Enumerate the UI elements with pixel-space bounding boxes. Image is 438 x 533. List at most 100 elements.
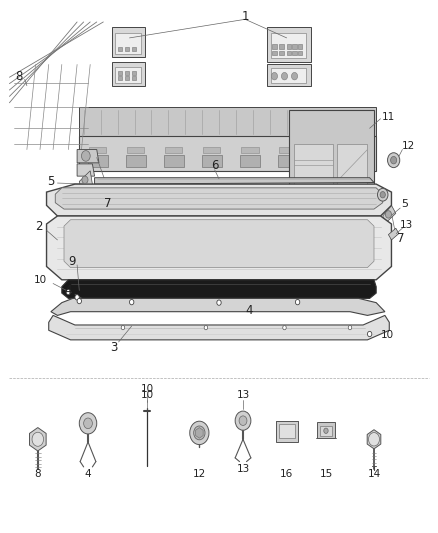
FancyBboxPatch shape [241,147,258,154]
Circle shape [130,300,134,305]
Polygon shape [196,427,203,438]
FancyBboxPatch shape [354,155,374,167]
Text: 10: 10 [141,384,154,394]
Text: 11: 11 [382,111,395,122]
Polygon shape [29,427,46,451]
FancyBboxPatch shape [316,155,336,167]
FancyBboxPatch shape [202,155,222,167]
Circle shape [391,157,397,164]
Polygon shape [77,150,99,163]
Circle shape [204,326,208,330]
FancyBboxPatch shape [132,71,136,75]
Text: 9: 9 [68,255,76,268]
Circle shape [79,413,97,434]
Polygon shape [79,136,376,171]
FancyBboxPatch shape [276,421,297,442]
Text: 2: 2 [35,220,43,233]
Polygon shape [55,188,383,209]
FancyBboxPatch shape [112,27,145,56]
Text: 5: 5 [401,199,408,209]
Text: 13: 13 [237,464,250,473]
Text: 10: 10 [33,275,46,285]
Text: 7: 7 [397,232,404,245]
FancyBboxPatch shape [89,147,106,154]
Circle shape [380,191,385,198]
FancyBboxPatch shape [355,147,373,154]
FancyBboxPatch shape [132,47,136,51]
FancyBboxPatch shape [271,33,306,58]
Circle shape [388,153,400,167]
Circle shape [194,426,205,440]
Text: 4: 4 [85,469,92,479]
Text: 12: 12 [402,141,416,151]
Text: 4: 4 [246,304,253,317]
Circle shape [81,151,90,161]
Polygon shape [77,164,95,176]
FancyBboxPatch shape [279,44,284,49]
FancyBboxPatch shape [337,144,367,187]
FancyBboxPatch shape [118,47,122,51]
Polygon shape [51,298,385,316]
Polygon shape [383,205,396,223]
FancyBboxPatch shape [272,51,277,55]
Text: 3: 3 [110,341,118,354]
Circle shape [235,411,251,430]
Polygon shape [79,171,92,191]
FancyBboxPatch shape [125,47,130,51]
FancyBboxPatch shape [88,155,108,167]
FancyBboxPatch shape [118,76,122,80]
Polygon shape [79,107,376,136]
FancyBboxPatch shape [271,68,306,83]
FancyBboxPatch shape [115,33,141,54]
FancyBboxPatch shape [292,51,297,55]
Circle shape [367,332,372,337]
FancyBboxPatch shape [126,155,146,167]
Text: 14: 14 [367,469,381,479]
FancyBboxPatch shape [132,76,136,80]
FancyBboxPatch shape [127,147,145,154]
Circle shape [75,295,79,300]
FancyBboxPatch shape [125,71,130,75]
Circle shape [378,188,388,201]
FancyBboxPatch shape [289,110,374,192]
Text: 13: 13 [237,390,250,400]
FancyBboxPatch shape [165,147,183,154]
Polygon shape [46,216,392,280]
Circle shape [282,72,288,80]
Circle shape [385,211,392,218]
FancyBboxPatch shape [278,155,298,167]
Text: 7: 7 [104,197,111,211]
Polygon shape [49,316,389,340]
Text: 4: 4 [65,284,72,297]
Circle shape [84,418,92,429]
Circle shape [295,300,300,305]
FancyBboxPatch shape [112,62,145,86]
FancyBboxPatch shape [125,76,130,80]
FancyBboxPatch shape [279,147,297,154]
FancyBboxPatch shape [279,51,284,55]
FancyBboxPatch shape [287,51,291,55]
Circle shape [121,326,125,330]
FancyBboxPatch shape [297,51,302,55]
FancyBboxPatch shape [317,147,335,154]
Text: 1: 1 [241,10,249,23]
FancyBboxPatch shape [267,27,311,62]
FancyBboxPatch shape [297,44,302,49]
Circle shape [217,300,221,305]
Text: 15: 15 [319,469,332,479]
FancyBboxPatch shape [292,44,297,49]
Circle shape [368,433,379,446]
Polygon shape [64,220,374,268]
Text: 8: 8 [35,469,41,479]
FancyBboxPatch shape [267,64,311,86]
FancyBboxPatch shape [115,67,141,83]
Text: 13: 13 [400,220,413,230]
FancyBboxPatch shape [320,426,332,435]
Circle shape [32,432,43,446]
Circle shape [239,416,247,425]
Polygon shape [367,430,381,449]
Polygon shape [46,184,392,216]
Text: 8: 8 [15,70,23,83]
Circle shape [190,421,209,445]
Circle shape [291,72,297,80]
